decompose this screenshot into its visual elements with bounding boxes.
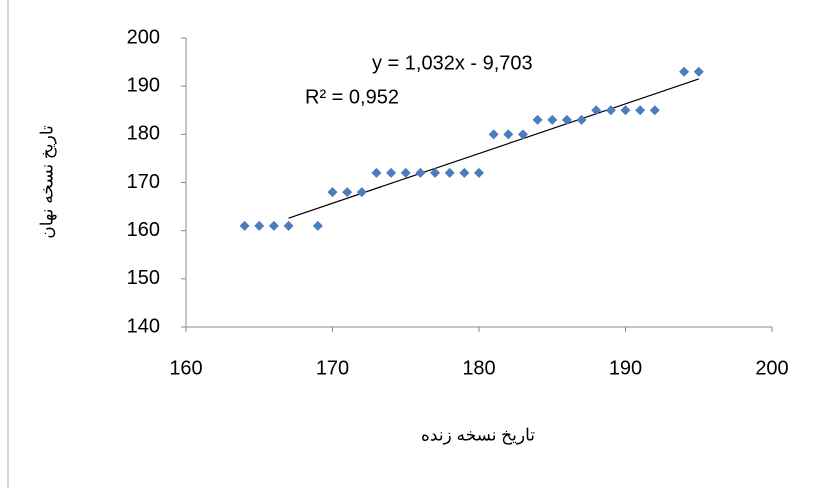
y-tick-label: 180: [127, 123, 160, 145]
x-tick-label: 180: [462, 357, 495, 379]
x-tick-label: 170: [316, 357, 349, 379]
point: [591, 105, 602, 116]
point: [488, 129, 499, 140]
y-tick-label: 200: [127, 26, 160, 48]
point: [459, 167, 470, 178]
point: [386, 167, 397, 178]
y-tick-label: 190: [127, 74, 160, 96]
y-axis-label: تاریخ نسخه نهان: [37, 125, 57, 239]
equation: y = 1,032x - 9,703: [372, 52, 533, 74]
point: [576, 114, 587, 125]
x-tick-label: 160: [169, 357, 202, 379]
x-tick-label: 200: [755, 357, 788, 379]
point: [342, 187, 353, 198]
point: [371, 167, 382, 178]
point: [415, 167, 426, 178]
point: [517, 129, 528, 140]
point: [605, 105, 616, 116]
x-axis-label: تاریخ نسخه زنده: [421, 425, 535, 445]
point: [239, 220, 250, 231]
point: [254, 220, 265, 231]
point: [679, 66, 690, 77]
point: [268, 220, 279, 231]
point: [532, 114, 543, 125]
point: [547, 114, 558, 125]
y-tick-label: 170: [127, 171, 160, 193]
point: [693, 66, 704, 77]
point: [474, 167, 484, 178]
y-tick-label: 160: [127, 219, 160, 241]
point: [561, 114, 572, 125]
point: [503, 129, 514, 140]
point: [620, 105, 631, 116]
point: [444, 167, 455, 178]
y-tick-label: 150: [127, 267, 160, 289]
point: [430, 167, 441, 178]
point: [312, 220, 323, 231]
point: [400, 167, 411, 178]
point: [635, 105, 646, 116]
r-squared: R² = 0,952: [305, 86, 399, 108]
point: [327, 187, 338, 198]
trendline: [288, 78, 699, 219]
x-tick-label: 190: [609, 357, 642, 379]
y-tick-label: 140: [127, 315, 160, 337]
point: [283, 220, 294, 231]
point: [649, 105, 660, 116]
point: [356, 187, 367, 198]
